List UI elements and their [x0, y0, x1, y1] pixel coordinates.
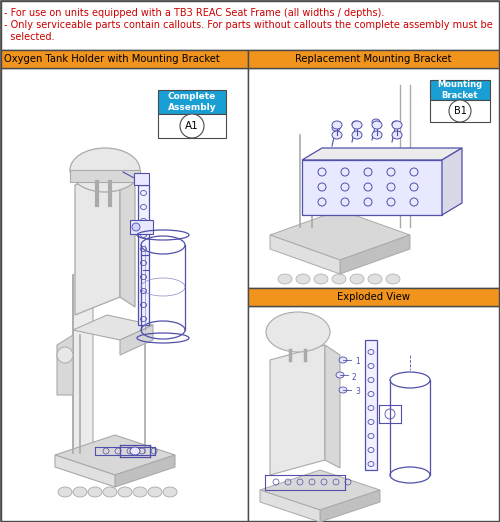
- Ellipse shape: [314, 274, 328, 284]
- Ellipse shape: [148, 487, 162, 497]
- Bar: [1, 50, 248, 68]
- Bar: [158, 90, 226, 114]
- Ellipse shape: [296, 274, 310, 284]
- Polygon shape: [70, 170, 140, 182]
- Ellipse shape: [163, 487, 177, 497]
- Ellipse shape: [88, 487, 102, 497]
- Polygon shape: [55, 455, 115, 487]
- Ellipse shape: [73, 487, 87, 497]
- Ellipse shape: [332, 131, 342, 139]
- Bar: [365, 340, 377, 470]
- Ellipse shape: [339, 387, 347, 393]
- Text: 3: 3: [355, 387, 360, 397]
- Ellipse shape: [332, 274, 346, 284]
- Ellipse shape: [70, 148, 140, 192]
- Polygon shape: [115, 455, 175, 487]
- Ellipse shape: [180, 114, 204, 138]
- Ellipse shape: [133, 487, 147, 497]
- Bar: [248, 68, 499, 288]
- Ellipse shape: [372, 119, 380, 125]
- Text: B1: B1: [454, 106, 466, 116]
- Ellipse shape: [332, 121, 342, 129]
- Polygon shape: [260, 470, 380, 510]
- Polygon shape: [260, 490, 320, 522]
- Text: 1: 1: [355, 358, 360, 366]
- Polygon shape: [73, 315, 153, 340]
- Ellipse shape: [352, 121, 362, 129]
- Bar: [430, 100, 490, 122]
- Bar: [1, 68, 248, 521]
- Polygon shape: [270, 345, 325, 475]
- Bar: [138, 185, 149, 325]
- Text: Mounting
Bracket: Mounting Bracket: [438, 80, 482, 100]
- Ellipse shape: [352, 121, 360, 127]
- Text: - Only serviceable parts contain callouts. For parts without callouts the comple: - Only serviceable parts contain callout…: [4, 20, 493, 30]
- Ellipse shape: [392, 131, 402, 139]
- Ellipse shape: [392, 121, 400, 127]
- Text: Exploded View: Exploded View: [337, 292, 410, 302]
- Bar: [430, 80, 490, 100]
- Polygon shape: [270, 235, 340, 274]
- Ellipse shape: [332, 125, 340, 131]
- Ellipse shape: [352, 131, 362, 139]
- Polygon shape: [57, 335, 73, 395]
- Ellipse shape: [130, 447, 140, 455]
- Ellipse shape: [118, 487, 132, 497]
- Polygon shape: [340, 235, 410, 274]
- Text: 2: 2: [352, 373, 357, 382]
- Ellipse shape: [368, 274, 382, 284]
- Text: A1: A1: [185, 121, 199, 131]
- Polygon shape: [302, 148, 462, 160]
- Ellipse shape: [278, 274, 292, 284]
- Ellipse shape: [57, 347, 73, 363]
- Polygon shape: [442, 148, 462, 215]
- Polygon shape: [120, 170, 135, 307]
- Bar: [134, 173, 149, 185]
- Polygon shape: [320, 490, 380, 522]
- Bar: [158, 114, 226, 138]
- Polygon shape: [120, 325, 153, 355]
- Ellipse shape: [372, 121, 382, 129]
- Polygon shape: [73, 265, 93, 453]
- Ellipse shape: [132, 223, 140, 231]
- Polygon shape: [75, 170, 120, 315]
- Bar: [248, 306, 499, 521]
- Bar: [1, 1, 499, 50]
- Ellipse shape: [392, 121, 402, 129]
- Ellipse shape: [449, 100, 471, 122]
- Ellipse shape: [336, 372, 344, 378]
- Ellipse shape: [339, 357, 347, 363]
- Text: Oxygen Tank Holder with Mounting Bracket: Oxygen Tank Holder with Mounting Bracket: [4, 54, 220, 64]
- Polygon shape: [325, 345, 340, 468]
- Bar: [248, 288, 499, 306]
- Polygon shape: [270, 210, 410, 260]
- Ellipse shape: [386, 274, 400, 284]
- Ellipse shape: [266, 312, 330, 352]
- Polygon shape: [302, 160, 442, 215]
- Bar: [248, 50, 499, 68]
- Polygon shape: [55, 435, 175, 475]
- Ellipse shape: [103, 487, 117, 497]
- Text: selected.: selected.: [4, 32, 54, 42]
- Ellipse shape: [350, 274, 364, 284]
- Text: Replacement Mounting Bracket: Replacement Mounting Bracket: [295, 54, 452, 64]
- Ellipse shape: [58, 487, 72, 497]
- Bar: [130, 220, 153, 234]
- Text: - For use on units equipped with a TB3 REAC Seat Frame (all widths / depths).: - For use on units equipped with a TB3 R…: [4, 8, 384, 18]
- Ellipse shape: [372, 131, 382, 139]
- Text: Complete
Assembly: Complete Assembly: [168, 92, 216, 112]
